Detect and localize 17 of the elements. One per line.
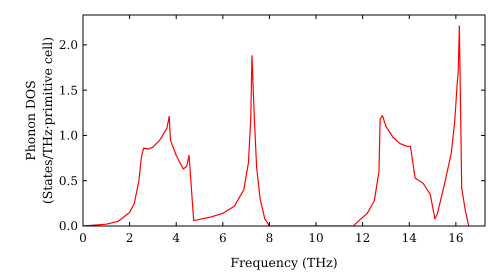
x-tick-label: 16 (448, 231, 464, 245)
y-tick-label: 1.0 (58, 128, 78, 143)
x-tick-label: 14 (402, 231, 418, 245)
x-tick-label: 12 (355, 231, 370, 245)
y-tick-label: 0.0 (58, 219, 78, 234)
x-tick-label: 10 (308, 231, 324, 245)
y-tick-label: 1.5 (58, 83, 78, 98)
x-tick-label: 8 (266, 231, 274, 245)
x-tick-label: 4 (172, 231, 180, 245)
y-tick-label: 0.5 (58, 174, 78, 188)
x-tick-label: 0 (79, 231, 87, 245)
line-series (83, 25, 470, 226)
y-tick-label: 2.0 (58, 38, 78, 52)
x-tick-label: 2 (126, 231, 134, 245)
x-tick-label: 6 (219, 231, 227, 245)
x-axis-title: Frequency (THz) (230, 255, 338, 270)
y-axis-title: Phonon DOS (States/THz·primitive cell) (23, 36, 55, 204)
